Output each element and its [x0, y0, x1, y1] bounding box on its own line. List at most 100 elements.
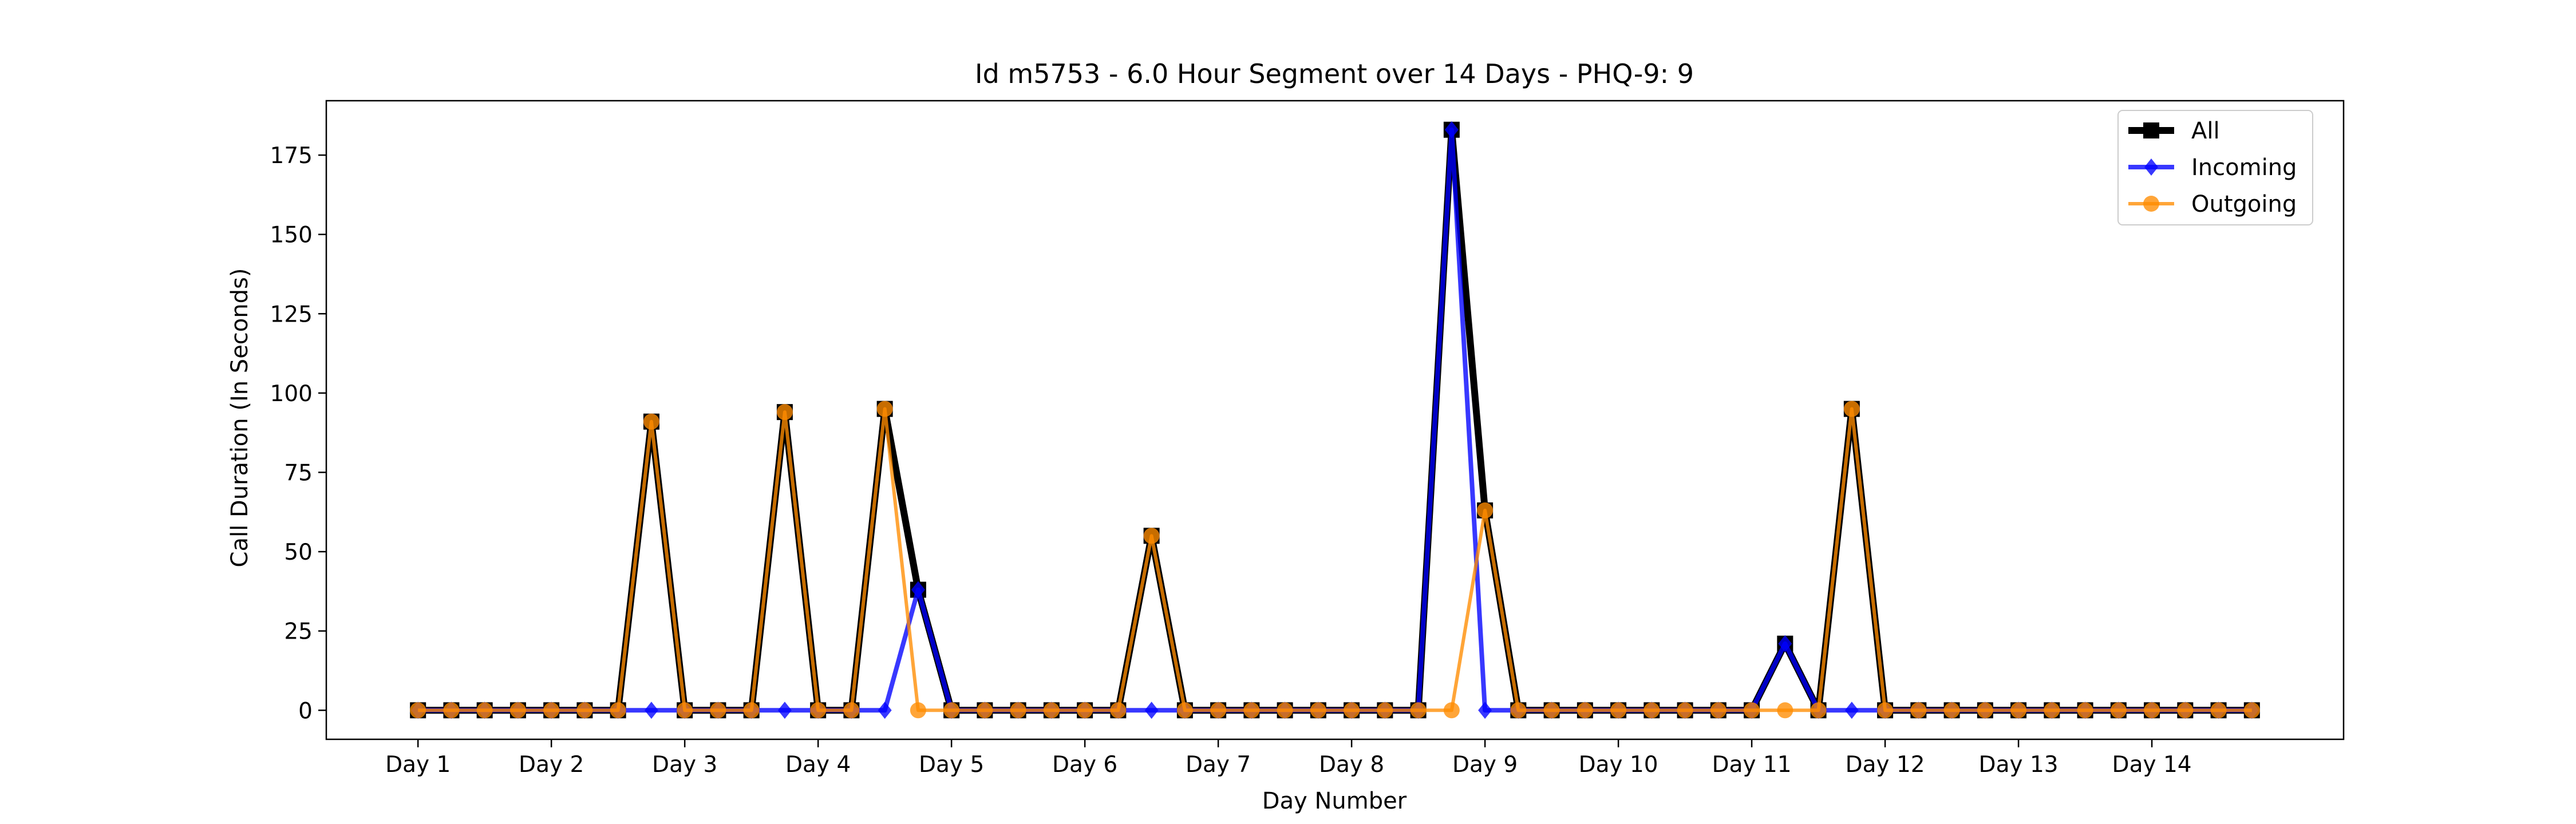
x-tick-label: Day 11	[1712, 752, 1792, 778]
data-point	[1844, 702, 1859, 719]
x-tick-label: Day 5	[919, 752, 984, 778]
data-point	[643, 413, 659, 430]
x-tick-label: Day 14	[2112, 752, 2192, 778]
data-point	[776, 404, 793, 421]
data-point	[1577, 702, 1593, 719]
data-point	[2144, 702, 2160, 719]
x-tick-label: Day 8	[1319, 752, 1384, 778]
data-point	[943, 702, 960, 719]
x-tick-label: Day 9	[1452, 752, 1518, 778]
data-point	[1043, 702, 1060, 719]
y-tick-label: 50	[284, 540, 313, 565]
data-point	[2177, 702, 2194, 719]
data-point	[810, 702, 827, 719]
series-all	[410, 121, 2260, 719]
data-point	[1910, 702, 1927, 719]
data-point	[1610, 702, 1627, 719]
data-point	[1478, 702, 1492, 719]
data-point	[1977, 702, 1993, 719]
data-point	[710, 702, 726, 719]
y-axis-label: Call Duration (In Seconds)	[227, 268, 253, 568]
data-point	[2143, 196, 2159, 212]
legend-label: All	[2191, 118, 2220, 144]
series-line	[418, 127, 2252, 713]
data-point	[1077, 702, 1093, 719]
y-tick-label: 75	[284, 460, 313, 486]
data-point	[1443, 702, 1460, 719]
data-point	[576, 702, 593, 719]
x-tick-label: Day 12	[1846, 752, 1925, 778]
data-point	[1710, 702, 1726, 719]
y-tick-label: 100	[270, 381, 313, 407]
data-point	[543, 702, 560, 719]
x-tick-label: Day 2	[519, 752, 584, 778]
data-point	[2144, 159, 2158, 176]
data-point	[1877, 702, 1894, 719]
data-point	[2143, 122, 2159, 138]
data-point	[2010, 702, 2027, 719]
data-point	[1543, 702, 1560, 719]
data-point	[677, 702, 693, 719]
x-tick-label: Day 13	[1979, 752, 2059, 778]
data-point	[1210, 702, 1227, 719]
data-point	[743, 702, 760, 719]
data-point	[843, 702, 860, 719]
legend-item-outgoing: Outgoing	[2128, 191, 2297, 217]
legend-box	[2117, 110, 2313, 225]
y-tick-label: 175	[270, 143, 313, 169]
plot-frame	[325, 100, 2345, 740]
data-point	[777, 702, 792, 719]
data-point	[1444, 121, 1459, 138]
legend-item-all: All	[2128, 118, 2220, 144]
data-point	[2210, 702, 2227, 719]
data-point	[1243, 702, 1260, 719]
x-tick-label: Day 7	[1186, 752, 1251, 778]
data-point	[1410, 702, 1427, 719]
data-point	[1643, 702, 1660, 719]
data-point	[410, 702, 426, 719]
x-tick-label: Day 6	[1052, 752, 1117, 778]
data-point	[1310, 702, 1326, 719]
data-point	[1677, 702, 1693, 719]
y-tick-label: 125	[270, 302, 313, 327]
data-point	[1477, 502, 1494, 519]
data-point	[2110, 702, 2127, 719]
data-point	[1176, 702, 1193, 719]
series-incoming	[411, 121, 2259, 719]
data-point	[1377, 702, 1393, 719]
data-point	[1010, 702, 1026, 719]
legend-label: Incoming	[2191, 154, 2297, 181]
chart-title: Id m5753 - 6.0 Hour Segment over 14 Days…	[975, 58, 1694, 89]
data-point	[443, 702, 460, 719]
y-tick-label: 25	[284, 619, 313, 645]
legend-label: Outgoing	[2191, 191, 2297, 217]
data-point	[911, 581, 925, 599]
data-point	[2077, 702, 2093, 719]
x-tick-label: Day 3	[652, 752, 717, 778]
data-point	[878, 702, 892, 719]
plot-area: 0 25 50 75 100 125 150 175 Day 1 Day 2 Day 3 Day 4 D…	[270, 100, 2345, 778]
data-point	[1144, 702, 1159, 719]
data-point	[1778, 635, 1792, 652]
y-tick-label: 0	[298, 698, 313, 724]
data-point	[1344, 702, 1360, 719]
data-point	[1843, 401, 1860, 417]
legend: All Incoming Outgoing	[2117, 110, 2313, 225]
data-point	[1744, 702, 1760, 719]
data-point	[1810, 702, 1827, 719]
data-point	[476, 702, 493, 719]
data-point	[1277, 702, 1293, 719]
data-point	[1777, 702, 1793, 719]
data-point	[1943, 702, 1960, 719]
data-point	[644, 702, 658, 719]
x-tick-label: Day 4	[785, 752, 851, 778]
x-axis-label: Day Number	[1262, 788, 1407, 814]
data-point	[1110, 702, 1127, 719]
x-tick-label: Day 10	[1579, 752, 1658, 778]
data-point	[977, 702, 993, 719]
data-point	[2044, 702, 2060, 719]
x-tick-label: Day 1	[385, 752, 451, 778]
data-point	[509, 702, 526, 719]
